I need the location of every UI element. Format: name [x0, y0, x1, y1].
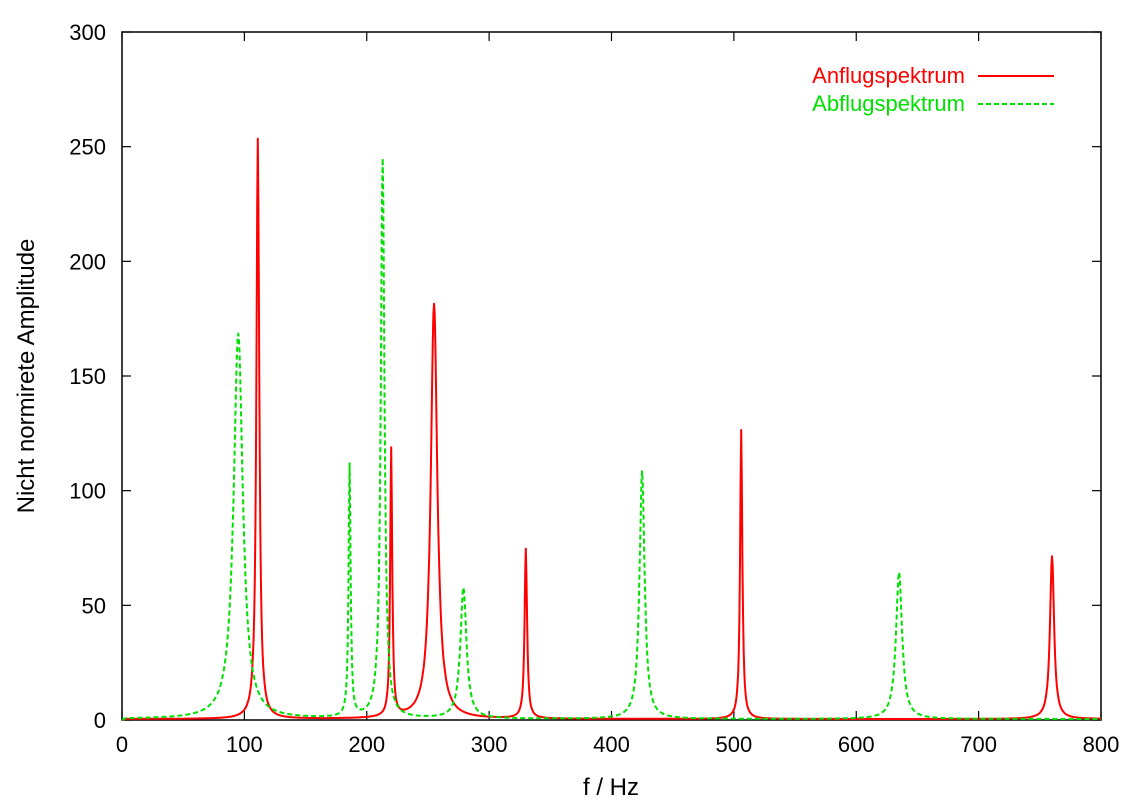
y-axis-label: Nicht normirete Amplitude [13, 239, 40, 514]
axis-tick-labels: 0 100 200 300 400 500 600 700 800 0 50 100 150 200 250… [69, 20, 1119, 757]
y-tick-label-0: 0 [94, 708, 106, 733]
series-line-anflugspektrum [121, 137, 1102, 721]
plot-frame [121, 31, 1102, 721]
y-tick-label-3: 150 [69, 364, 106, 389]
x-axis-label: f / Hz [583, 774, 639, 801]
y-tick-label-2: 100 [69, 479, 106, 504]
axis-ticks [121, 31, 1102, 721]
y-tick-label-4: 200 [69, 249, 106, 274]
x-tick-label-1: 100 [226, 732, 263, 757]
x-tick-label-3: 300 [471, 732, 508, 757]
x-tick-label-2: 200 [348, 732, 385, 757]
series-line-abflugspektrum [121, 157, 1102, 721]
y-tick-label-6: 300 [69, 20, 106, 45]
legend: Anflugspektrum Abflugspektrum [812, 63, 1054, 116]
x-tick-label-8: 800 [1083, 732, 1120, 757]
y-tick-label-5: 250 [69, 135, 106, 160]
x-tick-label-6: 600 [838, 732, 875, 757]
series-layer [121, 137, 1102, 721]
legend-label-abflugspektrum: Abflugspektrum [812, 91, 965, 116]
x-tick-label-4: 400 [593, 732, 630, 757]
y-tick-label-1: 50 [82, 593, 106, 618]
x-tick-label-0: 0 [116, 732, 128, 757]
x-tick-label-7: 700 [960, 732, 997, 757]
x-tick-label-5: 500 [716, 732, 753, 757]
legend-label-anflugspektrum: Anflugspektrum [812, 63, 965, 88]
